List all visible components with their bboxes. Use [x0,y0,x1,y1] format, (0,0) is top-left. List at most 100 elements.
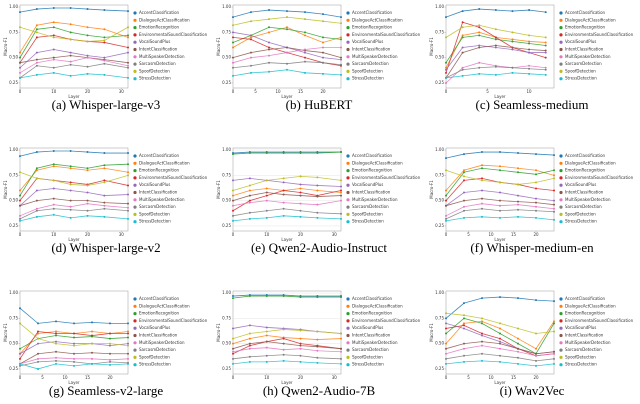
point [553,330,555,333]
point [19,364,21,367]
point [481,207,483,210]
legend-label: VocalSoundPlus [139,182,170,187]
point [19,26,21,29]
point [340,337,342,340]
legend-label: DialogueActClassification [139,17,190,22]
point [481,317,483,320]
point [232,357,234,360]
point [19,189,21,192]
point [248,347,251,350]
legend-label: SpoofDetection [352,68,383,73]
point [86,34,89,37]
x-tick-label: 10 [264,232,270,237]
legend-label: DialogueActClassification [565,17,616,22]
point [304,51,306,54]
point [511,48,514,51]
point [478,24,481,27]
point [528,67,531,70]
point [19,71,21,74]
point [35,207,38,210]
point [499,169,501,172]
point [517,350,519,353]
caption: (c) Seamless-medium [476,97,589,112]
legend-marker [559,363,563,367]
legend-label: EmotionRecognition [139,168,180,173]
point [19,66,21,69]
point [461,36,464,39]
point [19,204,21,207]
y-axis-label: Macro-F1 [216,323,221,342]
point [232,46,234,49]
point [73,344,75,347]
x-tick-label: 0 [445,232,448,237]
point [511,10,514,13]
point [19,217,21,220]
point [69,189,72,192]
point [535,352,537,355]
y-tick-label: 0.25 [435,80,444,85]
point [340,194,342,197]
point [69,51,72,54]
y-tick-label: 0.75 [9,172,18,177]
point [461,46,464,49]
y-tick-label: 0.25 [435,366,444,371]
point [268,18,270,21]
point [35,31,38,34]
point [250,64,252,67]
point [316,330,319,333]
point [494,73,497,76]
point [268,70,270,73]
point [282,359,285,362]
point [316,184,319,187]
legend-marker [133,363,137,367]
point [304,34,306,37]
point [463,175,465,178]
x-tick-label: 20 [298,375,304,380]
point [322,56,324,59]
point [52,56,55,59]
point [86,199,89,202]
point [103,167,106,170]
point [445,194,447,197]
point [232,347,234,350]
point [481,344,483,347]
point [103,201,106,204]
y-tick-label: 0.25 [9,80,18,85]
point [232,342,234,345]
point [35,209,38,212]
point [316,195,319,198]
point [250,11,252,14]
point [55,320,57,323]
legend-marker [559,341,563,345]
legend-label: IntentClassification [352,190,391,195]
plot-area [445,147,555,232]
point [445,362,447,365]
point [19,347,21,350]
point [232,199,234,202]
point [316,216,319,219]
point [445,342,447,345]
point [55,330,57,333]
legend-marker [559,69,563,73]
legend-marker [559,18,563,22]
point [463,317,465,320]
legend-marker [559,312,563,316]
point [248,194,251,197]
legend-marker [133,18,137,22]
point [316,203,319,206]
point [535,205,537,208]
legend-marker [133,26,137,30]
point [463,153,465,156]
legend-label: AccentClassification [352,10,393,15]
x-tick-label: 0 [19,89,22,94]
point [103,36,106,39]
point [499,342,501,345]
point [481,202,483,205]
y-axis-label: Macro-F1 [3,323,8,342]
point [553,322,555,325]
point [553,218,555,221]
point [511,71,514,74]
x-axis-label: Layer [68,237,80,242]
x-tick-label: 5 [467,232,470,237]
point [232,297,234,300]
